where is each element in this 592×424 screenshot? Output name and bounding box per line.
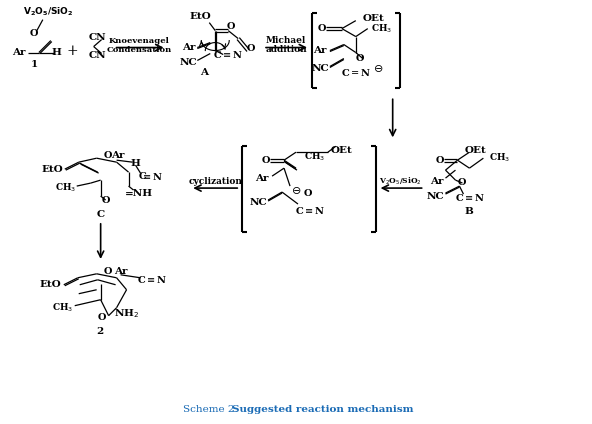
Text: $\equiv$N: $\equiv$N (141, 170, 164, 181)
Text: CH$_3$: CH$_3$ (55, 182, 76, 194)
Text: NH$_2$: NH$_2$ (114, 307, 139, 320)
Text: $\ominus$: $\ominus$ (291, 184, 301, 195)
Text: O: O (304, 189, 312, 198)
Text: C$\equiv$N: C$\equiv$N (213, 49, 243, 60)
Text: CH$_3$: CH$_3$ (371, 22, 392, 35)
Text: H: H (52, 48, 62, 57)
Text: O: O (457, 178, 466, 187)
Text: Ar: Ar (12, 48, 25, 57)
Text: O: O (30, 29, 38, 38)
Text: C: C (139, 172, 146, 181)
Text: OEt: OEt (363, 14, 385, 23)
Text: C$\equiv$N: C$\equiv$N (455, 192, 485, 203)
Text: OEt: OEt (465, 146, 486, 155)
Text: O: O (104, 267, 112, 276)
Text: C$\equiv$N: C$\equiv$N (295, 204, 325, 215)
Text: Knoevenagel: Knoevenagel (109, 36, 170, 45)
Text: B: B (464, 207, 473, 217)
Text: CH$_3$: CH$_3$ (52, 301, 73, 314)
Text: EtO: EtO (40, 280, 62, 289)
Text: Ar: Ar (114, 267, 127, 276)
Text: A: A (200, 68, 208, 77)
Text: Condensation: Condensation (107, 45, 172, 53)
Text: Ar: Ar (111, 151, 124, 160)
Text: NC: NC (311, 64, 329, 73)
Text: C: C (96, 210, 105, 220)
Text: +: + (67, 44, 79, 58)
Text: addition: addition (265, 45, 307, 54)
Text: NC: NC (249, 198, 267, 206)
Text: Ar: Ar (430, 177, 443, 186)
Text: Ar: Ar (313, 46, 327, 55)
Text: $\mathbf{V_2O_5/SiO_2}$: $\mathbf{V_2O_5/SiO_2}$ (22, 6, 73, 18)
Text: O: O (104, 151, 112, 160)
Text: O: O (98, 313, 106, 322)
Text: O: O (435, 156, 444, 165)
Text: EtO: EtO (42, 165, 64, 174)
Text: Suggested reaction mechanism: Suggested reaction mechanism (232, 405, 414, 414)
Text: $\ominus$: $\ominus$ (372, 63, 383, 74)
Text: O: O (247, 44, 255, 53)
Text: H: H (131, 159, 140, 167)
Text: C$\equiv$N: C$\equiv$N (137, 274, 168, 285)
Text: OEt: OEt (331, 146, 353, 155)
Text: cyclization: cyclization (188, 177, 242, 186)
Text: CN: CN (89, 33, 107, 42)
Text: O: O (356, 54, 364, 63)
Text: EtO: EtO (189, 12, 211, 21)
Text: O: O (227, 22, 236, 31)
Text: NC: NC (427, 192, 445, 201)
Text: NC: NC (179, 58, 197, 67)
Text: =NH: =NH (124, 189, 153, 198)
Text: CH$_3$: CH$_3$ (489, 152, 510, 165)
Text: V$_2$O$_5$/SiO$_2$: V$_2$O$_5$/SiO$_2$ (379, 176, 422, 187)
Text: CH$_3$: CH$_3$ (304, 151, 326, 163)
Text: 1: 1 (30, 60, 37, 69)
Text: 2: 2 (96, 327, 103, 336)
Text: O: O (262, 156, 271, 165)
Text: O: O (101, 195, 110, 204)
Text: CN: CN (89, 51, 107, 60)
Text: C$=$N: C$=$N (340, 67, 371, 78)
Text: Ar: Ar (255, 173, 269, 183)
Text: Scheme 2.: Scheme 2. (184, 405, 238, 414)
Text: Ar: Ar (182, 43, 195, 52)
Text: O: O (318, 24, 326, 33)
Text: Michael: Michael (266, 36, 306, 45)
